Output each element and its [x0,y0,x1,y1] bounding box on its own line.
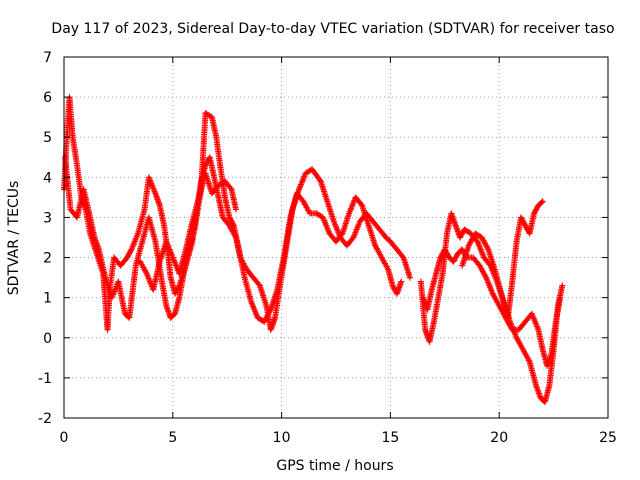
plus-marker [406,274,413,281]
y-tick-label: -1 [38,371,52,387]
x-axis-ticks: 0 5 10 15 20 25 [60,57,617,446]
plus-marker [398,278,405,285]
x-tick-label: 5 [168,430,177,446]
plus-marker [316,177,323,184]
x-tick-label: 25 [599,430,617,446]
y-tick-label: 6 [43,90,52,106]
plus-marker [559,282,566,289]
plus-marker [127,247,134,254]
plus-marker [338,231,345,238]
plot-frame [63,56,609,419]
y-axis-label: SDTVAR / TECUs [6,181,22,296]
y-tick-label: 2 [43,251,52,267]
plus-marker [557,294,564,301]
plus-marker [227,185,234,192]
y-tick-label: 0 [43,331,52,347]
series-track-b [62,110,405,325]
plus-marker [230,221,237,228]
x-axis-label: GPS time / hours [276,458,393,474]
series-track-f [137,170,239,293]
plus-marker [538,199,545,206]
x-tick-label: 10 [273,430,291,446]
series-track-d [420,246,564,369]
x-tick-label: 0 [60,430,69,446]
y-tick-label: -2 [38,411,52,427]
series-track-c [417,210,566,405]
y-tick-label: 7 [43,50,52,66]
grid [64,57,608,418]
plus-marker [358,201,365,208]
x-tick-label: 20 [490,430,508,446]
x-tick-label: 15 [381,430,399,446]
y-tick-label: 3 [43,210,52,226]
chart-title: Day 117 of 2023, Sidereal Day-to-day VTE… [51,21,614,37]
y-tick-label: 1 [43,291,52,307]
plus-marker [255,281,262,288]
y-axis-ticks: -2 -1 0 1 2 3 4 5 6 7 [38,50,608,427]
plus-marker [539,198,546,205]
plus-marker [399,253,406,260]
series-track-a [61,94,413,333]
y-tick-label: 5 [43,130,52,146]
data-markers [61,94,566,405]
y-tick-label: 4 [43,170,52,186]
plus-marker [232,206,239,213]
series-track-e [459,198,546,321]
